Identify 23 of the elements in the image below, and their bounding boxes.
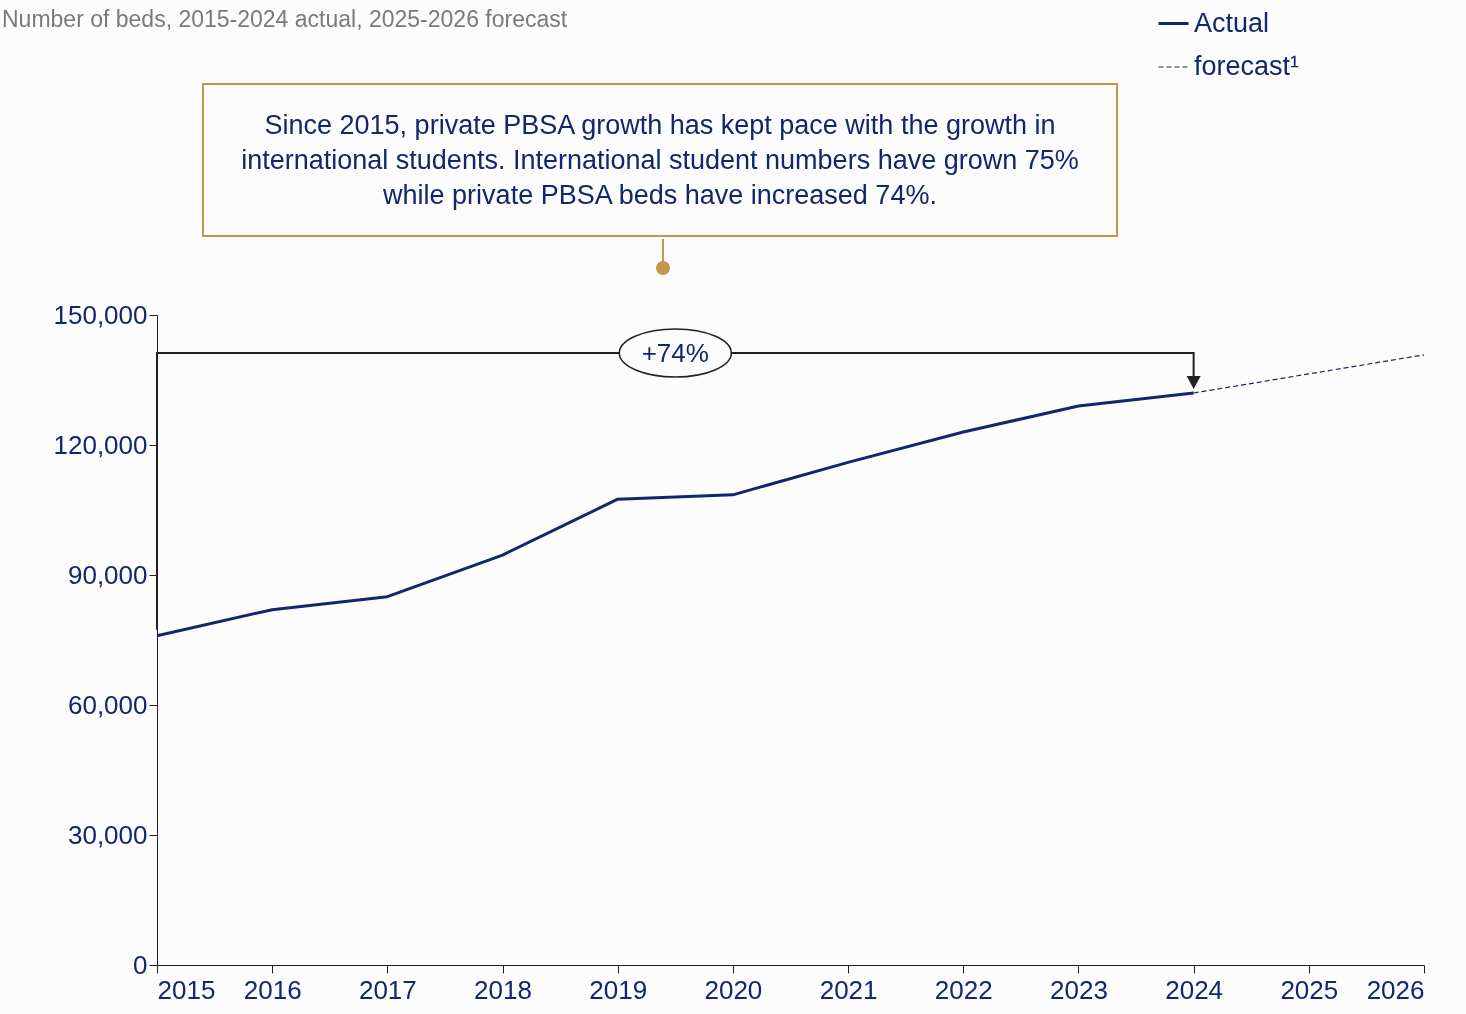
x-tick-label: 2020 [704,974,763,1005]
y-tick-label: 90,000 [67,559,148,590]
y-tick-label: 150,000 [53,299,148,330]
legend-label: forecast¹ [1194,51,1300,81]
y-tick-label: 30,000 [67,819,148,850]
legend-label: Actual [1194,7,1270,38]
annotation: +74% [641,338,709,368]
x-tick-label: 2024 [1165,974,1224,1005]
x-tick-label: 2017 [358,974,417,1005]
x-tick-label: 2025 [1280,974,1339,1005]
x-tick-label: 2026 [1366,974,1425,1005]
text: Since 2015, private PBSA growth has kept pace with the growth in international students. International student numbers have grown 75% while private PBSA beds have increased 74%. [202,83,1118,237]
y-tick-label: 60,000 [67,689,148,720]
x-tick-label: 2021 [819,974,878,1005]
chart-title: Number of beds, 2015-2024 actual, 2025-2026 forecast [2,6,568,33]
x-tick-label: 2019 [589,974,648,1005]
y-tick-label: 120,000 [53,429,148,460]
x-tick-label: 2022 [934,974,993,1005]
x-tick-label: 2018 [474,974,532,1005]
x-tick-label: 2023 [1050,974,1108,1005]
x-tick-label: 2015 [157,974,216,1005]
y-tick-label: 0 [133,949,148,980]
x-tick-label: 2016 [243,974,302,1005]
